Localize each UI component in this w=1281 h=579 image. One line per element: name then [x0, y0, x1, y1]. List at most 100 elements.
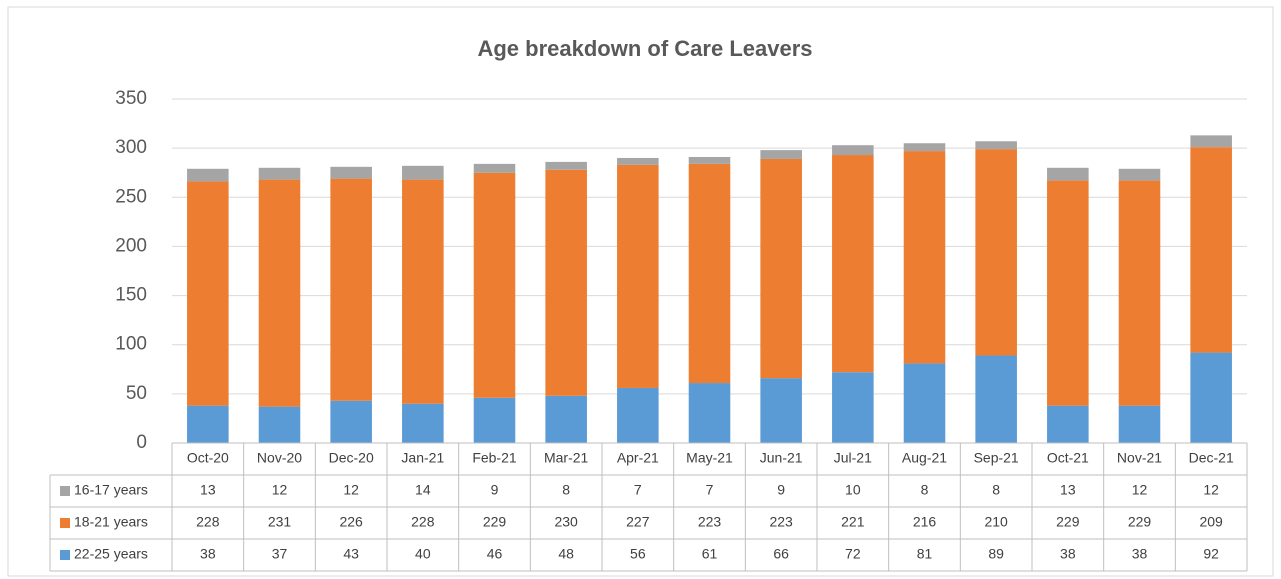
- bar: [903, 151, 946, 364]
- bar: [473, 172, 516, 398]
- table-value: 223: [769, 514, 793, 530]
- table-value: 9: [777, 482, 785, 498]
- x-tick-label: Feb-21: [472, 450, 517, 466]
- x-tick-label: Apr-21: [617, 450, 659, 466]
- y-tick-label: 50: [126, 383, 147, 404]
- table-value: 231: [268, 514, 292, 530]
- table-value: 37: [272, 546, 288, 562]
- x-tick-label: Nov-20: [257, 450, 302, 466]
- bar: [1190, 135, 1232, 148]
- bar: [330, 400, 372, 443]
- table-value: 46: [487, 546, 503, 562]
- x-tick-label: Jun-21: [760, 450, 803, 466]
- y-tick-label: 350: [115, 88, 147, 109]
- legend-label: 22-25 years: [74, 546, 148, 562]
- chart-title: Age breakdown of Care Leavers: [477, 36, 812, 61]
- table-value: 38: [1060, 546, 1076, 562]
- bar: [330, 178, 372, 401]
- bar: [545, 395, 587, 443]
- x-tick-label: Sep-21: [974, 450, 1019, 466]
- table-value: 229: [1056, 514, 1080, 530]
- bar: [760, 378, 802, 443]
- bar: [617, 157, 659, 165]
- x-tick-label: Dec-21: [1189, 450, 1234, 466]
- bar: [1047, 180, 1089, 406]
- table-value: 43: [343, 546, 359, 562]
- legend-swatch: [60, 518, 70, 528]
- table-value: 228: [196, 514, 220, 530]
- bar: [1190, 352, 1232, 443]
- bar: [187, 181, 229, 406]
- bar: [258, 406, 301, 443]
- bar: [258, 167, 301, 180]
- table-value: 14: [415, 482, 431, 498]
- table-value: 38: [1132, 546, 1148, 562]
- bar: [402, 165, 444, 180]
- bar: [1118, 168, 1161, 181]
- table-value: 9: [491, 482, 499, 498]
- bar: [1118, 180, 1161, 406]
- table-value: 12: [272, 482, 288, 498]
- bar: [688, 383, 731, 443]
- table-value: 230: [554, 514, 578, 530]
- bar: [402, 179, 444, 404]
- table-value: 12: [1203, 482, 1219, 498]
- table-value: 61: [702, 546, 718, 562]
- x-tick-label: Dec-20: [329, 450, 374, 466]
- bar: [402, 403, 444, 443]
- table-value: 8: [562, 482, 570, 498]
- y-tick-label: 200: [115, 235, 147, 256]
- bar: [1047, 167, 1089, 181]
- bar: [1190, 147, 1232, 353]
- bar: [688, 156, 731, 164]
- table-value: 12: [343, 482, 359, 498]
- bar: [545, 161, 587, 170]
- table-value: 223: [698, 514, 722, 530]
- bar: [832, 155, 874, 373]
- table-value: 56: [630, 546, 646, 562]
- table-value: 48: [558, 546, 574, 562]
- table-value: 228: [411, 514, 435, 530]
- table-value: 7: [634, 482, 642, 498]
- y-tick-label: 0: [136, 432, 147, 453]
- table-value: 226: [339, 514, 363, 530]
- bar: [187, 168, 229, 182]
- bar: [1047, 405, 1089, 443]
- bar: [1118, 405, 1161, 443]
- bar: [473, 397, 516, 443]
- x-tick-label: Jan-21: [401, 450, 444, 466]
- x-tick-label: Jul-21: [834, 450, 872, 466]
- x-tick-label: Nov-21: [1117, 450, 1162, 466]
- table-value: 89: [988, 546, 1004, 562]
- bar: [975, 355, 1017, 443]
- table-value: 227: [626, 514, 650, 530]
- table-value: 38: [200, 546, 216, 562]
- bar: [975, 149, 1017, 356]
- bar: [545, 169, 587, 396]
- table-value: 66: [773, 546, 789, 562]
- table-value: 7: [706, 482, 714, 498]
- legend-label: 16-17 years: [74, 482, 148, 498]
- bar: [903, 363, 946, 443]
- table-value: 81: [917, 546, 933, 562]
- table-value: 229: [1128, 514, 1152, 530]
- table-value: 40: [415, 546, 431, 562]
- x-tick-label: Aug-21: [902, 450, 947, 466]
- bar: [473, 163, 516, 173]
- bar: [258, 179, 301, 407]
- table-value: 8: [921, 482, 929, 498]
- bar: [330, 166, 372, 179]
- x-tick-label: Oct-20: [187, 450, 229, 466]
- y-tick-label: 250: [115, 186, 147, 207]
- table-value: 216: [913, 514, 937, 530]
- bar: [903, 143, 946, 152]
- bar: [975, 141, 1017, 150]
- x-tick-label: Oct-21: [1047, 450, 1089, 466]
- table-value: 72: [845, 546, 861, 562]
- y-tick-label: 300: [115, 137, 147, 158]
- bar: [832, 145, 874, 156]
- table-value: 12: [1132, 482, 1148, 498]
- bar: [187, 405, 229, 443]
- legend-swatch: [60, 550, 70, 560]
